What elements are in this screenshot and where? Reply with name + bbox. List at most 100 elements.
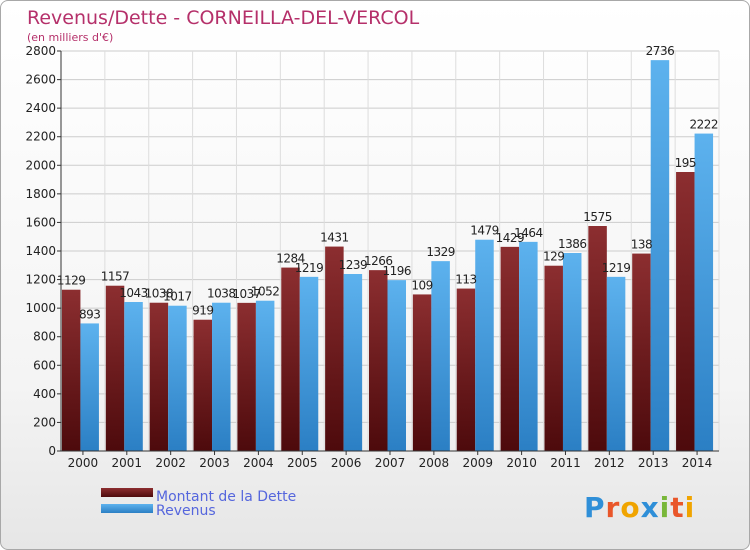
- value-label-revenus-2007: 1196: [382, 264, 411, 278]
- x-tick-label-2000: 2000: [68, 456, 99, 470]
- value-label-revenus-2000: 893: [79, 307, 100, 321]
- proxiti-logo: Proxiti: [584, 491, 695, 524]
- y-tick-label: 1600: [25, 215, 56, 229]
- y-tick-label: 2000: [25, 158, 56, 172]
- x-tick-label-2014: 2014: [682, 456, 713, 470]
- bar-dette-2010: [500, 246, 520, 451]
- value-label-revenus-2011: 1386: [558, 237, 587, 251]
- value-label-dette-2004: 1037: [232, 287, 261, 301]
- axes: 0 200 400 600 800 1000 1200 1400 1600 1800 2000 220…: [25, 44, 719, 470]
- y-tick-label: 2800: [25, 44, 56, 58]
- value-label-revenus-2005: 1219: [295, 261, 324, 275]
- x-tick-label-2002: 2002: [155, 456, 186, 470]
- legend-swatch-dette: [101, 488, 153, 497]
- y-tick-label: 600: [33, 358, 56, 372]
- chart-subtitle: (en milliers d'€): [27, 31, 113, 44]
- bars: [61, 60, 714, 452]
- value-label-revenus-2006: 1239: [339, 258, 368, 272]
- value-label-dette-2012: 1575: [583, 210, 612, 224]
- value-label-revenus-2009: 1479: [470, 224, 499, 238]
- value-label-dette-2005: 1284: [276, 252, 305, 266]
- y-tick-label: 400: [33, 387, 56, 401]
- bar-dette-2008: [412, 294, 432, 451]
- bar-revenus-2003: [212, 302, 231, 451]
- value-label-revenus-2013: 2736: [646, 44, 675, 58]
- x-tick-label-2005: 2005: [287, 456, 318, 470]
- bar-revenus-2004: [255, 300, 275, 451]
- bar-dette-2002: [149, 302, 169, 451]
- value-label-dette-2014: 195: [675, 156, 696, 170]
- x-tick-label-2003: 2003: [199, 456, 230, 470]
- bar-dette-2005: [281, 267, 300, 451]
- value-label-revenus-2008: 1329: [426, 245, 455, 259]
- value-label-revenus-2012: 1219: [602, 261, 631, 275]
- chart-title: Revenus/Dette - CORNEILLA-DEL-VERCOL: [27, 7, 420, 29]
- bar-dette-2014: [676, 172, 695, 451]
- value-label-revenus-2004: 1052: [251, 285, 280, 299]
- x-tick-label-2009: 2009: [462, 456, 493, 470]
- bar-revenus-2009: [475, 239, 494, 451]
- x-tick-label-2004: 2004: [243, 456, 274, 470]
- bar-dette-2009: [456, 288, 476, 451]
- value-label-revenus-2014: 2222: [690, 118, 719, 132]
- bar-revenus-2002: [168, 305, 187, 451]
- value-label-dette-2000: 1129: [57, 274, 86, 288]
- bar-revenus-2007: [387, 280, 406, 451]
- y-tick-label: 1400: [25, 244, 56, 258]
- bar-revenus-2010: [519, 241, 538, 451]
- value-label-dette-2007: 1266: [364, 254, 393, 268]
- legend-label-revenus: Revenus: [156, 503, 216, 519]
- legend: Montant de la Dette Revenus: [101, 488, 296, 519]
- bar-dette-2012: [588, 226, 607, 451]
- x-tick-label-2006: 2006: [331, 456, 362, 470]
- bar-dette-2013: [632, 253, 651, 451]
- bar-dette-2007: [369, 270, 388, 451]
- y-tick-label: 0: [48, 444, 56, 458]
- bar-dette-2004: [237, 302, 256, 451]
- value-labels: 1129893115710431038101791910381037105212…: [57, 44, 719, 321]
- bar-revenus-2012: [606, 276, 626, 451]
- bar-dette-2000: [61, 289, 81, 451]
- value-label-dette-2003: 919: [192, 304, 213, 318]
- x-tick-label-2010: 2010: [506, 456, 537, 470]
- bar-dette-2003: [193, 319, 213, 451]
- bar-revenus-2011: [562, 253, 582, 451]
- value-label-revenus-2001: 1043: [119, 286, 148, 300]
- x-tick-label-2013: 2013: [638, 456, 669, 470]
- value-label-revenus-2003: 1038: [207, 287, 236, 301]
- bar-dette-2011: [544, 265, 563, 451]
- x-tick-label-2011: 2011: [550, 456, 581, 470]
- y-tick-label: 2600: [25, 73, 56, 87]
- bar-revenus-2014: [694, 133, 714, 452]
- y-tick-label: 1200: [25, 273, 56, 287]
- legend-swatch-revenus: [101, 504, 153, 513]
- bar-revenus-2000: [80, 323, 99, 451]
- bar-revenus-2001: [124, 302, 143, 451]
- svg-text:Proxiti: Proxiti: [584, 491, 695, 524]
- bar-dette-2001: [105, 285, 125, 451]
- bar-revenus-2013: [650, 60, 670, 452]
- y-tick-label: 200: [33, 415, 56, 429]
- bar-revenus-2005: [299, 276, 319, 451]
- legend-label-dette: Montant de la Dette: [156, 489, 296, 505]
- value-label-revenus-2002: 1017: [163, 290, 192, 304]
- y-tick-label: 2400: [25, 101, 56, 115]
- y-tick-label: 2200: [25, 130, 56, 144]
- bar-revenus-2008: [431, 261, 450, 451]
- value-label-dette-2002: 1038: [145, 287, 174, 301]
- y-tick-label: 1800: [25, 187, 56, 201]
- x-tick-label-2001: 2001: [112, 456, 143, 470]
- value-label-dette-2011: 129: [543, 250, 564, 264]
- x-tick-label-2012: 2012: [594, 456, 625, 470]
- value-label-dette-2010: 1429: [496, 231, 525, 245]
- value-label-revenus-2010: 1464: [514, 226, 543, 240]
- value-label-dette-2013: 138: [631, 238, 652, 252]
- y-tick-label: 800: [33, 330, 56, 344]
- value-label-dette-2009: 113: [455, 273, 476, 287]
- value-label-dette-2001: 1157: [101, 270, 130, 284]
- value-label-dette-2008: 109: [411, 278, 432, 292]
- bar-dette-2006: [325, 246, 344, 451]
- bar-revenus-2006: [343, 274, 363, 451]
